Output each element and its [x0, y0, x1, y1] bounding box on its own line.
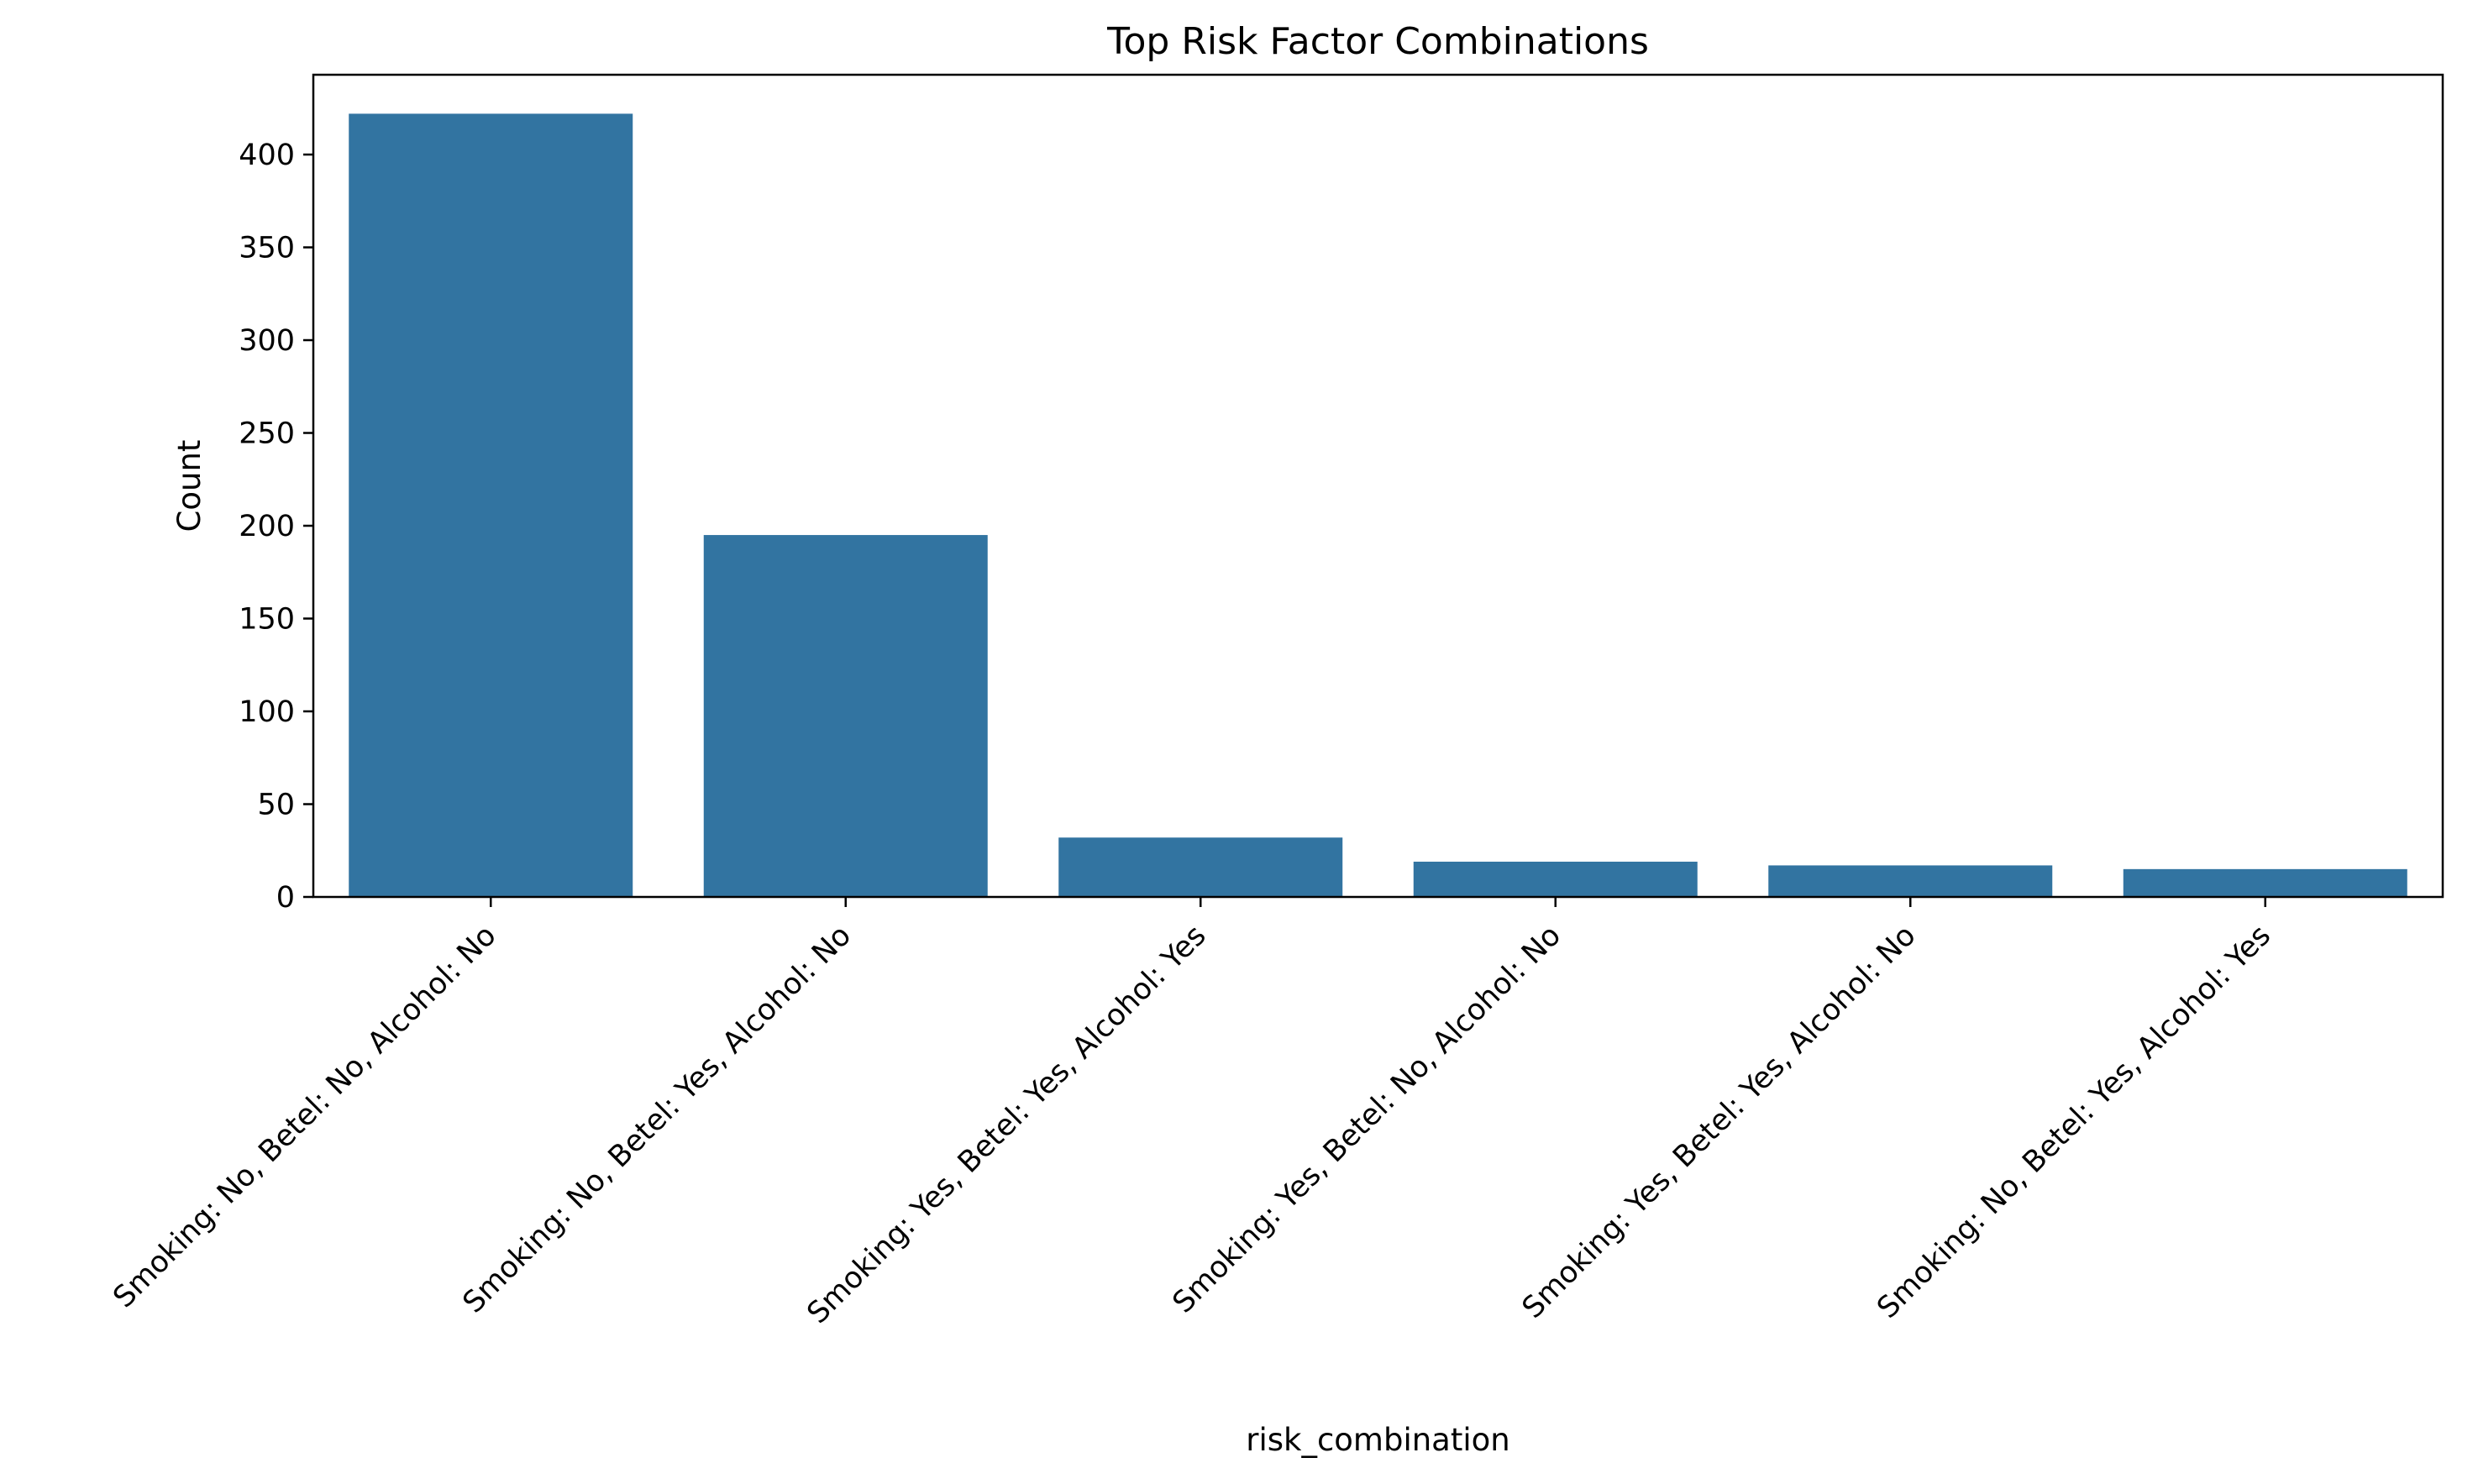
y-tick-label: 350: [239, 232, 295, 265]
y-axis-title: Count: [171, 440, 207, 532]
bar-6: [2123, 868, 2407, 897]
plot-area-frame: [312, 73, 2444, 899]
x-axis-title: risk_combination: [1246, 1422, 1509, 1458]
bar-2: [703, 535, 988, 897]
chart-title: Top Risk Factor Combinations: [1106, 20, 1649, 63]
bar-1: [349, 113, 633, 898]
y-tick-label: 150: [239, 603, 295, 637]
y-tick-label: 250: [239, 417, 295, 451]
y-tick-label: 200: [239, 510, 295, 543]
y-tick-label: 50: [257, 789, 295, 822]
bars-layer: [349, 113, 2407, 898]
y-tick-label: 400: [239, 139, 295, 172]
y-tick-label: 100: [239, 695, 295, 729]
y-tick-label: 300: [239, 324, 295, 358]
bar-4: [1413, 862, 1698, 897]
bar-3: [1058, 837, 1343, 897]
y-axis: 0 50 100 150 200 250 300 350 400: [239, 139, 313, 915]
y-tick-label: 0: [276, 881, 295, 915]
bar-5: [1768, 865, 2053, 897]
